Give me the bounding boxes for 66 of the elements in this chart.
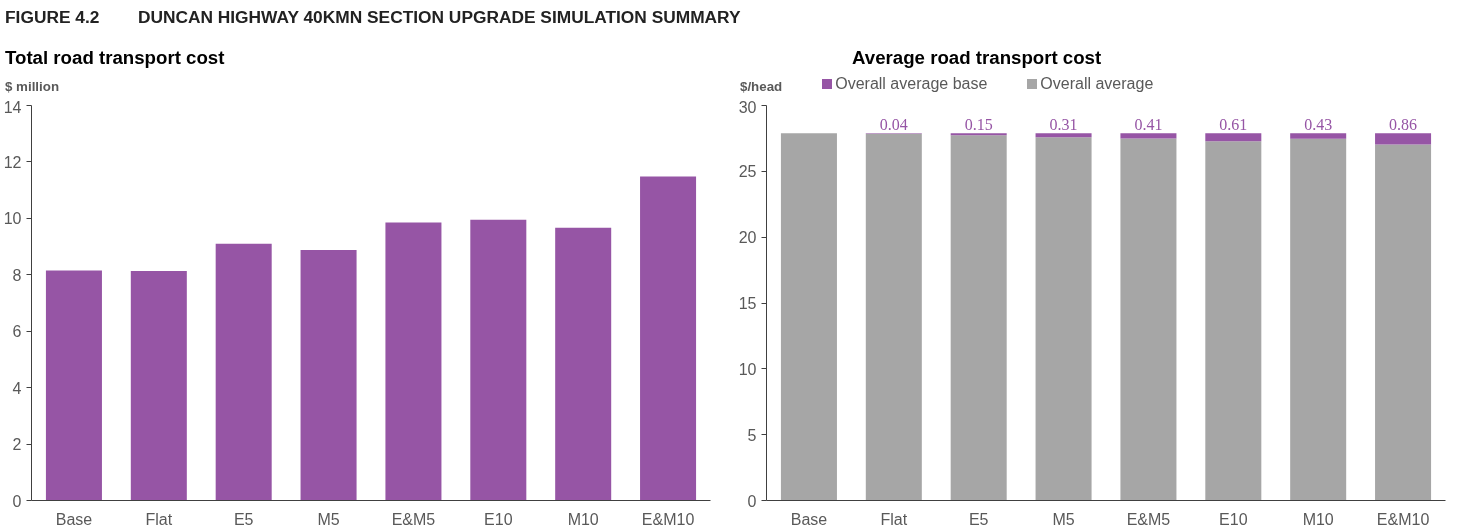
data-label: 0.41 [1134,116,1163,134]
x-tick-label: E10 [484,510,513,528]
x-tick-label: E5 [968,510,989,528]
chart-title: Average road transport cost [851,46,1103,70]
y-tick-label: 8 [12,266,22,284]
x-tick-label: Flat [880,510,908,528]
y-tick-label: 25 [738,163,757,181]
bar [470,219,527,501]
data-label: 0.43 [1304,116,1333,134]
x-tick-label: M10 [1302,510,1334,528]
bar [640,176,697,501]
bar [45,270,102,501]
bar [1375,144,1432,501]
bar [1205,141,1262,501]
y-tick-label: 30 [738,98,757,116]
data-label: 0.04 [879,116,908,134]
y-tick-label: 10 [3,210,22,228]
x-tick-label: E&M5 [391,510,436,528]
x-tick-label: E10 [1219,510,1248,528]
x-tick-label: E&M5 [1126,510,1171,528]
y-tick-label: 12 [3,153,22,171]
x-tick-label: E&M10 [1376,510,1430,528]
x-tick-label: E5 [233,510,254,528]
data-label: 0.15 [964,116,993,134]
y-tick-label: 5 [747,426,757,444]
bar [1035,133,1092,138]
y-tick-label: 4 [12,379,22,397]
bar [1120,138,1177,501]
y-tick-label: 15 [738,295,757,312]
bar [780,133,837,501]
y-tick-label: 14 [3,98,22,116]
bar [1375,133,1432,145]
data-label: 0.86 [1389,116,1418,134]
y-tick-label: 0 [747,492,757,510]
legend-label: Overall average base [834,74,988,92]
y-tick-label: 20 [738,229,757,247]
y-tick-label: 6 [12,323,22,341]
bar [555,227,612,501]
bar [1290,133,1347,139]
y-axis-title: $/head [740,77,783,96]
data-label: 0.31 [1049,116,1078,134]
x-tick-label: Base [55,510,93,528]
caption: FIGURE 4.2 DUNCAN HIGHWAY 40KMN SECTION UPGRADE SIMULATION SUMMARY [5,6,741,29]
bar [1290,138,1347,501]
data-label: 0.61 [1219,116,1248,134]
x-tick-label: Base [790,510,828,528]
y-tick-label: 0 [12,492,22,510]
y-axis-title: $ million [5,77,60,96]
legend-label: Overall average [1039,74,1154,92]
bar [300,249,357,501]
x-tick-label: Flat [145,510,173,528]
chart-title: Total road transport cost [5,46,225,70]
bar [130,271,187,501]
y-tick-label: 2 [12,436,22,454]
bar [865,133,922,501]
x-tick-label: M10 [567,510,599,528]
bar [215,243,272,501]
bar [950,135,1007,501]
bar [1205,133,1262,142]
x-tick-label: M5 [1052,510,1075,528]
bar [1035,137,1092,501]
bar [385,222,442,501]
bar [1120,133,1177,139]
y-tick-label: 10 [738,360,757,378]
x-tick-label: M5 [317,510,340,528]
x-tick-label: E&M10 [641,510,695,528]
